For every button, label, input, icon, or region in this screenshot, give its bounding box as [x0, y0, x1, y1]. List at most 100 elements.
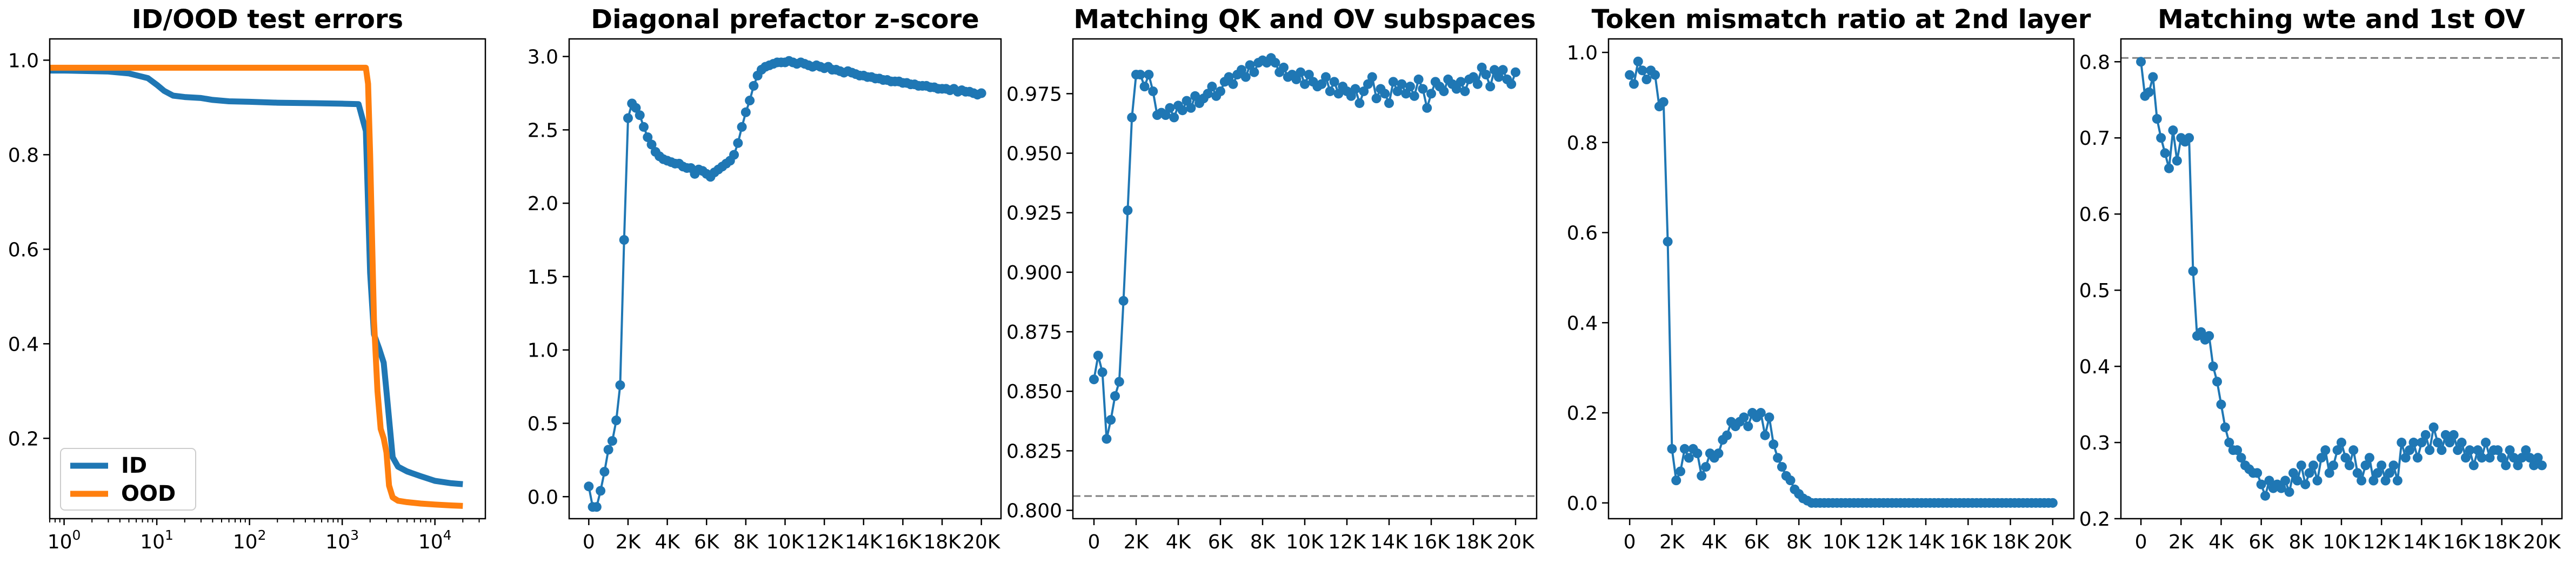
data-point [2284, 487, 2294, 497]
data-point [2360, 460, 2371, 471]
data-point [2264, 475, 2274, 486]
data-point [2296, 460, 2306, 471]
series-line-1 [2140, 62, 2543, 497]
x-tick-label: 10K [1286, 531, 1324, 553]
data-point [1658, 97, 1669, 107]
x-tick-label: 20K [1497, 531, 1535, 553]
chart-panel-1: ID/OOD test errors 100 101 102 103 104 0.2 0.4 0… [8, 4, 486, 553]
data-point [1697, 471, 1707, 481]
data-point [2260, 491, 2271, 501]
data-point [2188, 266, 2198, 276]
data-point [591, 502, 602, 512]
data-point [1114, 377, 1124, 387]
data-point [1207, 82, 1217, 92]
data-point [2172, 156, 2182, 166]
data-point [1380, 89, 1390, 99]
y-tick-label: 2.5 [528, 119, 558, 142]
data-point [2433, 438, 2443, 448]
y-tick-label: 0.6 [1567, 223, 1598, 245]
data-point [1169, 112, 1179, 123]
data-point [1769, 439, 1779, 450]
data-point [2164, 163, 2174, 173]
x-tick-label: 6K [1744, 531, 1770, 553]
data-point [2364, 453, 2374, 463]
data-point [2337, 438, 2346, 448]
data-point [1785, 475, 1796, 486]
axes-frame [568, 38, 1002, 520]
data-point [2148, 72, 2158, 82]
data-point [2204, 331, 2214, 341]
data-point [2517, 453, 2527, 463]
x-tick-label: 18K [1992, 531, 2030, 553]
data-point [615, 380, 625, 390]
x-tick-label: 20K [963, 531, 1001, 553]
data-point [596, 486, 606, 496]
x-tick-label: 16K [2443, 531, 2481, 553]
data-point [1405, 82, 1415, 92]
data-point [2160, 148, 2170, 158]
data-point [2420, 430, 2431, 440]
data-point [1177, 105, 1187, 116]
data-point [1304, 70, 1314, 80]
x-tick-label: 10K [766, 531, 805, 553]
data-point [1439, 86, 1449, 96]
chart-panel-3: Matching QK and OV subspaces 0 2K 4K 6K 8K 10K… [1006, 4, 1538, 553]
data-point [1743, 421, 1753, 432]
x-tick-label: 16K [1950, 531, 1988, 553]
data-point [1667, 444, 1677, 454]
y-tick-label: 0.8 [1567, 132, 1598, 155]
x-tick-label: 20K [2034, 531, 2072, 553]
data-point [2220, 422, 2230, 432]
data-point [646, 139, 657, 150]
x-tick-label: 14K [1370, 531, 1409, 553]
data-point [2388, 460, 2399, 471]
data-point [1333, 89, 1344, 99]
data-point [2392, 475, 2403, 486]
data-point [2308, 460, 2319, 471]
data-point [2236, 453, 2246, 463]
x-tick-label: 20K [2523, 531, 2561, 553]
y-tick-label: 0.950 [1006, 143, 1062, 165]
x-tick-label: 0 [1624, 531, 1636, 553]
data-point [2328, 460, 2339, 471]
data-point [599, 467, 610, 477]
data-point [2493, 445, 2503, 455]
data-point [2481, 438, 2491, 448]
data-point [1777, 462, 1787, 472]
data-point [1418, 84, 1428, 94]
data-point [2372, 468, 2383, 478]
x-tick-label: 10K [2323, 531, 2361, 553]
data-point [2252, 468, 2263, 478]
x-tick-label: 6K [694, 531, 720, 553]
data-point [2348, 445, 2359, 455]
data-point [1329, 77, 1339, 87]
x-tick-label: 103 [325, 527, 359, 553]
y-tick-label: 0.3 [2079, 432, 2110, 454]
data-point [1756, 408, 1766, 418]
chart-title: Diagonal prefactor z-score [591, 4, 979, 35]
data-point [1650, 70, 1660, 80]
legend-label-ood: OOD [121, 481, 176, 506]
x-tick-label: 18K [2483, 531, 2521, 553]
y-tick-label: 0.8 [8, 144, 39, 166]
data-point [1671, 475, 1681, 486]
data-point [1773, 453, 1783, 463]
y-tick-label: 0.975 [1006, 83, 1062, 105]
x-tick-label: 14K [845, 531, 883, 553]
data-point [639, 122, 649, 132]
data-point [1679, 444, 1690, 454]
data-point [1228, 79, 1238, 89]
data-point [1401, 89, 1411, 99]
y-tick-label: 2.0 [528, 193, 558, 215]
data-point [1106, 415, 1116, 425]
data-point [1123, 205, 1133, 216]
y-tick-label: 3.0 [528, 46, 558, 69]
data-point [2417, 438, 2427, 448]
data-point [1397, 79, 1407, 89]
data-point [2224, 438, 2234, 448]
data-point [1477, 62, 1487, 72]
x-tick-label: 0 [583, 531, 595, 553]
data-point [1451, 84, 1461, 94]
data-point [1139, 82, 1150, 92]
data-point [1472, 79, 1483, 89]
